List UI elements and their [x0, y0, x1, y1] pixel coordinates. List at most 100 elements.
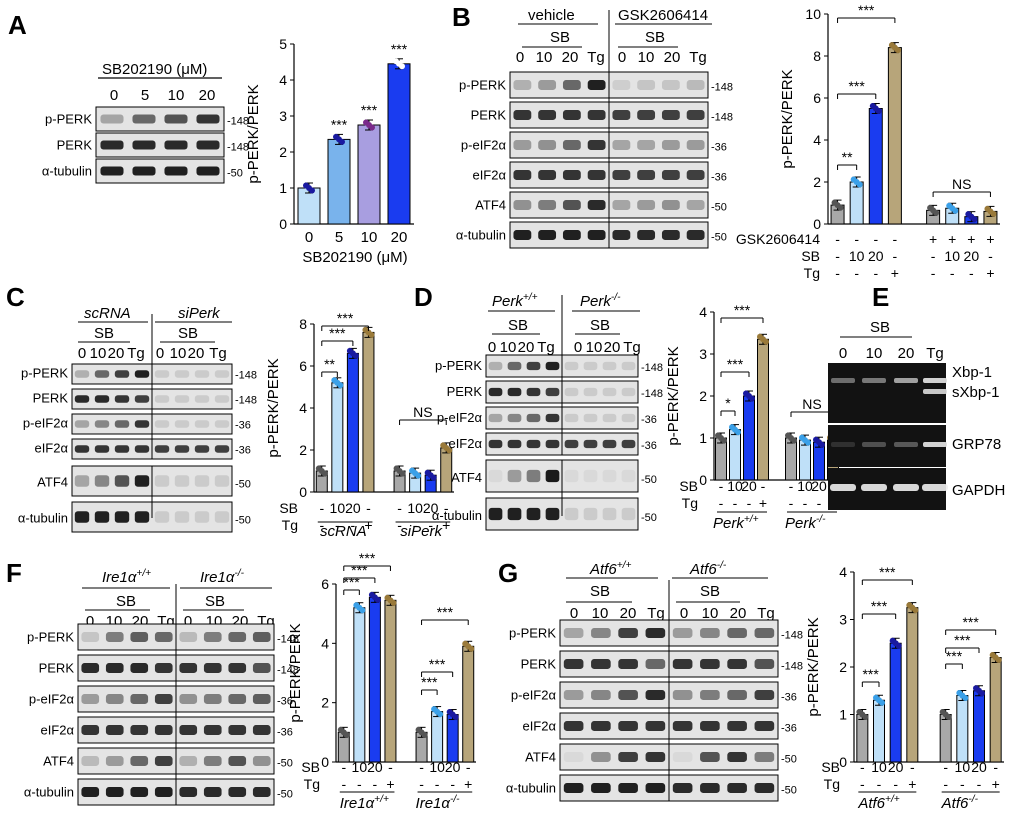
- panel-C-chart-y-axis-label: p-PERK/PERK: [265, 358, 282, 457]
- panel-G-glabel-0-sup: +/+: [885, 794, 900, 805]
- panel-D-lower-band-r1-l0: [488, 507, 503, 521]
- panel-C-lower-band-r1-l3: [134, 511, 150, 523]
- panel-E-band-grp78-2: [894, 442, 918, 447]
- panel-C-band-r0-l5: [174, 370, 190, 378]
- panel-A-chart-y-axis-label: p-PERK/PERK: [245, 84, 262, 183]
- panel-F-mw-0: -148: [277, 634, 299, 646]
- panel-G-band-r3-l1: [591, 721, 611, 731]
- panel-G-chart-dot-4-2: [945, 714, 952, 720]
- panel-F-band-r5-l0: [81, 787, 100, 797]
- panel-D-band-r3-l7: [621, 439, 636, 449]
- panel-B-band-r5-l6: [661, 230, 680, 240]
- panel-A-sig-0: ***: [331, 116, 348, 132]
- panel-D-lane-2: 20: [518, 339, 535, 356]
- panel-F-letter: F: [6, 558, 22, 588]
- panel-F-conditions-cell-0-7: -: [466, 759, 471, 775]
- panel-B-conditions-cell-2-0: -: [835, 265, 840, 281]
- panel-F-conditions-cell-1-4: -: [419, 776, 424, 792]
- panel-A-row-label-1: PERK: [57, 137, 93, 152]
- panel-B-conditions-cell-0-6: +: [967, 231, 975, 247]
- panel-C-conditions-rowhead-0: SB: [279, 500, 298, 516]
- panel-D-lower-mw-1: -50: [641, 512, 657, 524]
- panel-B-band-r1-l5: [637, 110, 656, 120]
- panel-B-mw-2: -36: [711, 142, 727, 154]
- panel-B-group-gsk: GSK2606414: [618, 7, 708, 24]
- panel-D-sig-tg-label: ***: [734, 302, 751, 318]
- panel-G-mw-2: -36: [781, 692, 797, 704]
- panel-F-band-r1-l3: [154, 663, 173, 673]
- panel-D-lower-row-label-0: ATF4: [451, 470, 482, 485]
- panel-D-chart-ytick-label-2: 2: [699, 388, 707, 404]
- panel-A-chart-ytick-label-2: 2: [279, 144, 287, 160]
- panel-D-conditions-rowhead-1: Tg: [682, 495, 698, 511]
- panel-F-mw-1: -148: [277, 665, 299, 677]
- panel-F-band-r3-l1: [105, 725, 124, 735]
- panel-F-chart-dot-3-2: [390, 599, 397, 606]
- panel-G-lane-7: Tg: [757, 605, 775, 622]
- panel-B-conditions-cell-2-1: -: [854, 265, 859, 281]
- panel-G-glabel-0: Atf6+/+: [857, 794, 899, 812]
- panel-G-band-r2-l4: [672, 690, 693, 700]
- panel-G-lane-2: 20: [620, 605, 637, 622]
- panel-A-chart-ytick-label-4: 4: [279, 72, 287, 88]
- panel-B-conditions-cell-1-0: -: [835, 248, 840, 264]
- panel-F-sb-0: SB: [116, 593, 136, 610]
- panel-B-band-r5-l4: [612, 230, 631, 240]
- panel-F-row-label-5: α-tubulin: [24, 785, 74, 800]
- panel-B-band-r4-l0: [513, 200, 532, 210]
- panel-D-chart-dot-4-2: [791, 437, 797, 444]
- panel-F-conditions-cell-0-4: -: [419, 759, 424, 775]
- panel-D-chart-bar-6: [813, 441, 825, 481]
- panel-G-band-r4-l1: [591, 752, 611, 762]
- panel-G-letter: G: [498, 558, 518, 588]
- panel-B-chart-bar-1: [849, 181, 864, 225]
- panel-A-band-r1-l2: [164, 140, 188, 150]
- panel-E-letter: E: [872, 282, 889, 312]
- panel-F-band-r4-l1: [105, 756, 124, 766]
- panel-C-band-r3-l3: [134, 445, 150, 453]
- panel-C-band-r2-l4: [154, 420, 170, 428]
- panel-F-band-r0-l0: [81, 632, 100, 642]
- panel-F-chart-bar-2: [368, 596, 381, 763]
- panel-F-mw-3: -36: [277, 727, 293, 739]
- panel-B-chart-dot-6-2: [971, 216, 978, 223]
- panel-B-conditions-cell-2-7: +: [986, 265, 994, 281]
- panel-G-chart-bar-1: [873, 699, 885, 763]
- panel-A-x-axis-label: SB202190 (μM): [302, 249, 407, 266]
- panel-B-chart-dot-5-2: [952, 207, 959, 214]
- panel-D-conditions-cell-0-3: -: [761, 478, 766, 494]
- panel-B-band-r3-l4: [612, 170, 631, 180]
- panel-C-lane-3: Tg: [127, 345, 145, 362]
- panel-F-band-r1-l7: [252, 663, 271, 673]
- panel-C-chart-bar-3: [362, 331, 375, 493]
- panel-F-chart-dot-6-2: [452, 714, 459, 721]
- panel-A-mw-1: -148: [227, 141, 249, 153]
- panel-F-row-label-4: ATF4: [43, 754, 74, 769]
- panel-B-sb-1: SB: [550, 29, 570, 46]
- panel-E-label-grp78: GRP78: [952, 436, 1001, 453]
- panel-F-band-r3-l3: [154, 725, 173, 735]
- panel-C-band-r1-l1: [94, 395, 110, 403]
- panel-B-conditions-cell-0-3: -: [893, 231, 898, 247]
- panel-E-lane-3: Tg: [926, 345, 944, 362]
- panel-F-sig-f-label: ***: [421, 674, 438, 690]
- panel-D-row-label-3: eIF2α: [448, 436, 482, 451]
- panel-C-chart-dot-5-2: [415, 472, 422, 479]
- panel-C-lane-5: 10: [170, 345, 187, 362]
- panel-G-band-r1-l7: [754, 659, 775, 669]
- panel-C-sig-tg-label: ***: [337, 310, 354, 326]
- panel-F-band-r2-l0: [81, 694, 100, 704]
- panel-D-chart-dot-0-2: [721, 437, 727, 444]
- panel-D-band-r0-l7: [621, 361, 636, 371]
- panel-D-band-r3-l4: [564, 439, 579, 449]
- panel-B-band-r2-l5: [637, 140, 656, 150]
- panel-B-band-r3-l5: [637, 170, 656, 180]
- panel-G-band-r0-l6: [727, 628, 747, 638]
- panel-G-band-r4-l0: [563, 752, 584, 762]
- panel-G-band-r1-l4: [672, 659, 693, 669]
- panel-C-lower-row-label-0: ATF4: [37, 474, 68, 489]
- panel-C-chart-dot-4-2: [399, 470, 406, 477]
- panel-B-lane-4: 0: [618, 49, 626, 66]
- panel-D-chart-bar-2: [743, 395, 755, 481]
- panel-B-lane-3: Tg: [587, 49, 605, 66]
